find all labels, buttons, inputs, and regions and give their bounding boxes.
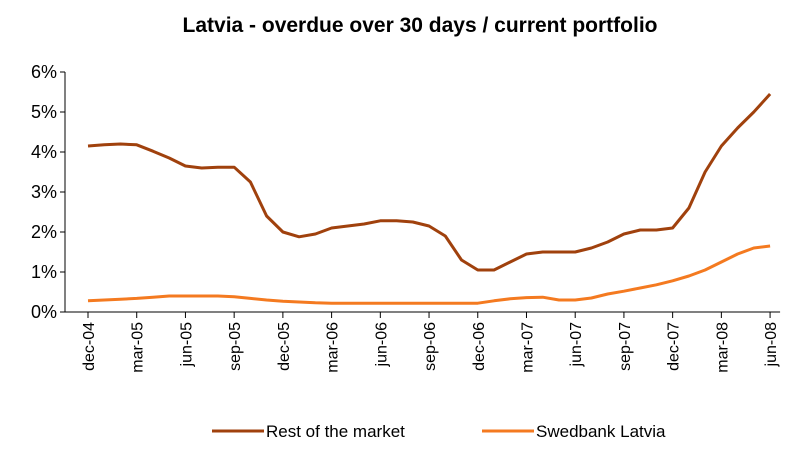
y-tick-label: 6% [31,62,57,82]
x-tick-label: jun-07 [568,322,585,368]
legend-label: Rest of the market [266,422,405,441]
x-tick-label: sep-06 [422,322,439,371]
y-tick-label: 4% [31,142,57,162]
y-tick-label: 5% [31,102,57,122]
x-tick-label: sep-05 [227,322,244,371]
x-tick-label: mar-06 [325,322,342,373]
x-tick-label: dec-07 [666,322,683,371]
line-series [87,92,772,272]
x-tick-label: dec-06 [471,322,488,371]
y-tick-label: 3% [31,182,57,202]
x-tick-label: jun-08 [763,322,780,368]
line-series [87,244,771,305]
x-tick-label: mar-05 [130,322,147,373]
x-tick-label: jun-06 [373,322,390,368]
x-tick-label: dec-05 [276,322,293,371]
chart-title: Latvia - overdue over 30 days / current … [183,14,658,37]
y-tick-label: 0% [31,302,57,322]
x-tick-label: mar-08 [714,322,731,373]
x-tick-label: mar-07 [519,322,536,373]
legend-label: Swedbank Latvia [536,422,666,441]
x-tick-label: dec-04 [81,322,98,371]
x-tick-label: jun-05 [178,322,195,368]
x-tick-label: sep-07 [617,322,634,371]
y-tick-label: 2% [31,222,57,242]
y-tick-label: 1% [31,262,57,282]
